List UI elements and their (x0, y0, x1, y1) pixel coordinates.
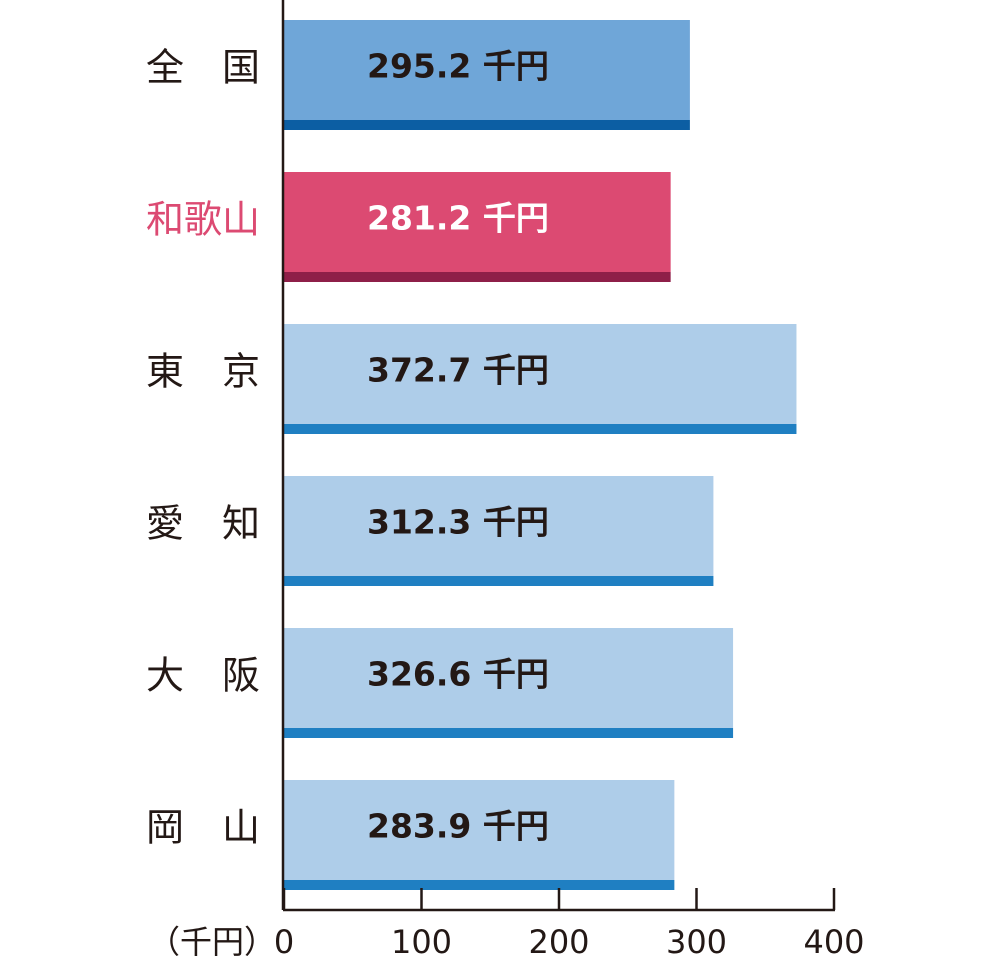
category-label: 全 国 (146, 46, 260, 90)
x-unit: （千円） (148, 923, 276, 961)
bar (284, 324, 797, 424)
category-label: 東 京 (146, 350, 260, 394)
value-label: 372.7 千円 (367, 351, 549, 390)
x-tick-label: 200 (528, 923, 589, 961)
value-label: 281.2 千円 (367, 199, 549, 238)
category-label: 和歌山 (146, 198, 260, 242)
category-label: 愛 知 (146, 502, 260, 546)
bar-edge (284, 728, 734, 738)
bar-edge (284, 272, 671, 282)
value-label: 326.6 千円 (367, 655, 549, 694)
bar (284, 628, 734, 728)
bar-edge (284, 880, 675, 890)
bar (284, 780, 675, 880)
category-label: 大 阪 (146, 654, 260, 698)
x-tick-label: 0 (274, 923, 294, 961)
x-tick-label: 100 (391, 923, 452, 961)
bar (284, 172, 671, 272)
value-label: 295.2 千円 (367, 47, 549, 86)
bar-edge (284, 424, 797, 434)
bar-edge (284, 576, 714, 586)
x-tick-label: 300 (666, 923, 727, 961)
value-label: 283.9 千円 (367, 807, 549, 846)
bar (284, 476, 714, 576)
x-tick-label: 400 (803, 923, 864, 961)
value-label: 312.3 千円 (367, 503, 549, 542)
bar (284, 20, 690, 120)
bar-edge (284, 120, 690, 130)
category-label: 岡 山 (146, 806, 260, 850)
